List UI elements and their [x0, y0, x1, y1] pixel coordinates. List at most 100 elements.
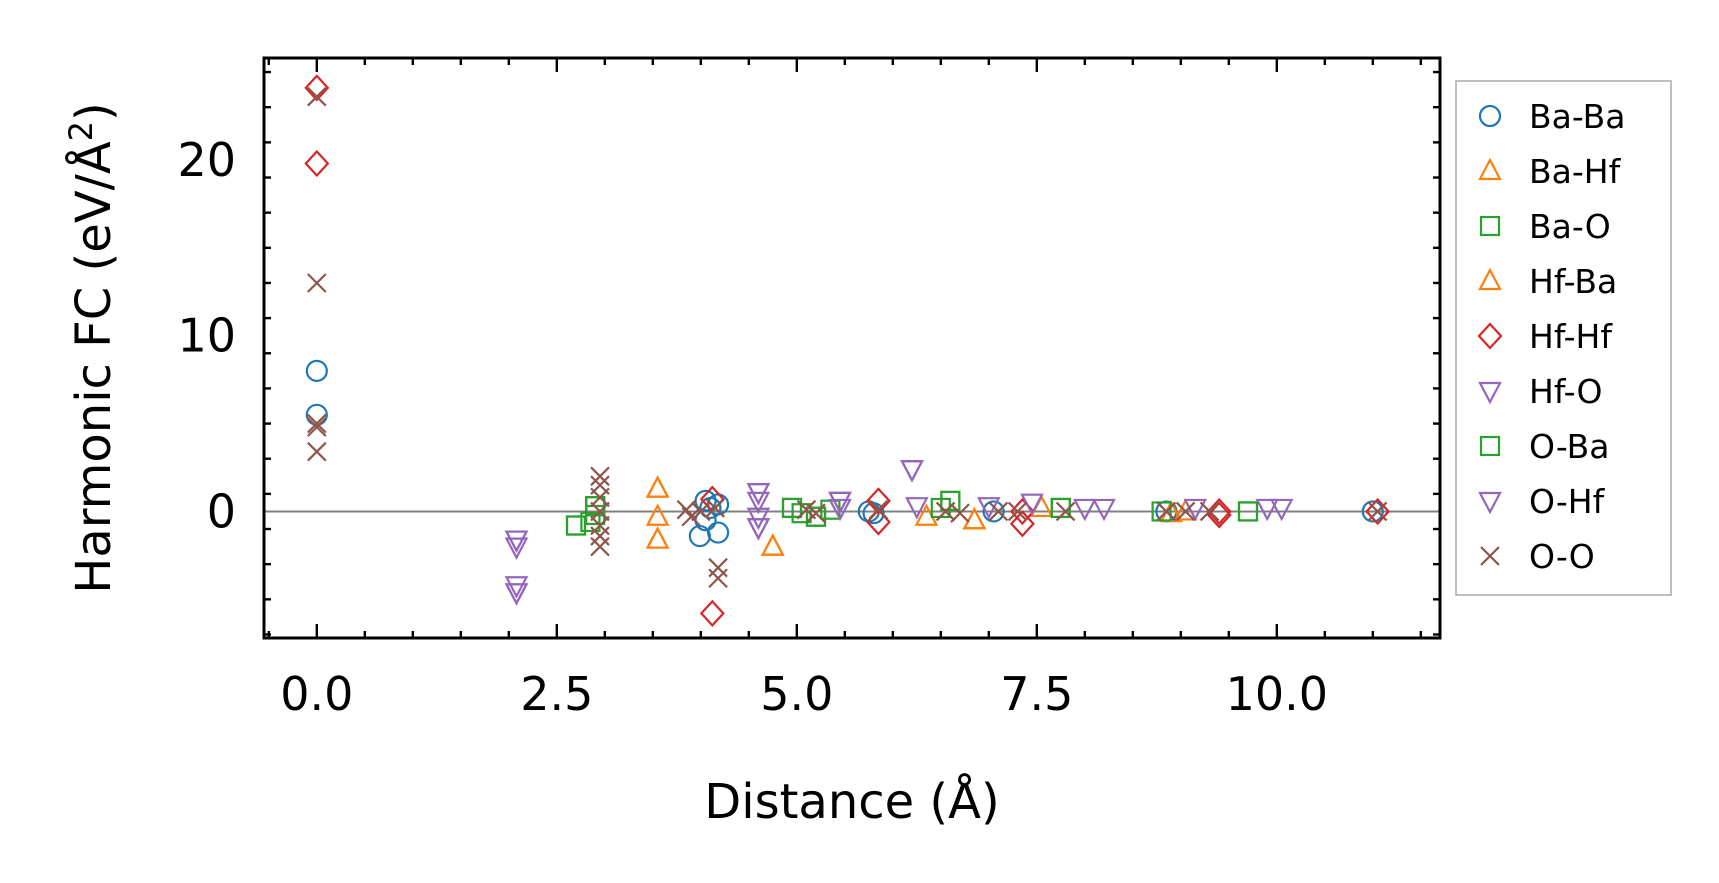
series-ba-hf [645, 475, 1198, 556]
legend-label: O-Hf [1529, 482, 1606, 521]
data-point [1092, 498, 1116, 522]
legend-marker [1478, 104, 1502, 128]
y-tick-label: 20 [177, 133, 236, 187]
data-point [1072, 498, 1097, 522]
data-point [1199, 501, 1220, 522]
data-point [1009, 510, 1035, 538]
legend-label: Ba-O [1529, 207, 1611, 246]
data-point [982, 500, 1005, 523]
data-point [950, 503, 970, 523]
data-point [1156, 501, 1177, 522]
data-point [806, 503, 826, 523]
data-point [1151, 501, 1172, 522]
data-point [590, 466, 610, 487]
data-point [828, 491, 852, 515]
data-point [307, 413, 327, 434]
data-point [504, 530, 529, 553]
data-point [645, 526, 670, 549]
x-tick-label: 7.5 [1000, 667, 1073, 721]
data-point [1007, 501, 1028, 522]
legend-item: Hf-Ba [1478, 262, 1617, 301]
y-axis-title: Harmonic FC (eV/Å2) [62, 102, 122, 594]
data-point [304, 149, 330, 178]
data-point [305, 403, 328, 426]
legend-label: Ba-Ba [1529, 97, 1625, 136]
data-point [504, 530, 529, 553]
y-tick-label: 0 [207, 484, 236, 538]
data-point [1020, 493, 1044, 517]
data-point [705, 498, 725, 518]
data-point [1269, 498, 1294, 522]
data-point [904, 497, 929, 520]
data-point [645, 526, 670, 549]
data-point [504, 583, 529, 606]
data-point [781, 497, 803, 519]
legend-marker [1478, 267, 1502, 291]
legend-label: O-Ba [1529, 427, 1610, 466]
x-tick-label: 0.0 [280, 667, 353, 721]
data-point [1206, 497, 1232, 526]
legend-label: Hf-Ba [1529, 262, 1617, 301]
legend-item: Hf-Hf [1477, 317, 1613, 356]
data-point [868, 499, 889, 520]
data-point [900, 460, 924, 483]
data-point [504, 576, 529, 599]
data-point [681, 506, 701, 527]
x-axis-title: Distance (Å) [704, 773, 999, 830]
legend-marker [1478, 491, 1502, 515]
data-point [805, 506, 827, 527]
data-point [1175, 501, 1196, 522]
data-point [645, 475, 670, 498]
legend: Ba-Ba Ba-Hf Ba-O Hf-Ba Hf-Hf Hf-O O-Ba O-Hf O-O [1455, 80, 1672, 596]
series-hf-ba [645, 475, 987, 556]
axis-ticks [264, 58, 1440, 638]
data-point [580, 511, 601, 533]
legend-marker [1477, 322, 1503, 350]
data-point [504, 583, 529, 606]
data-point [1183, 498, 1208, 522]
plot-frame [262, 56, 1442, 640]
legend-item: Ba-O [1479, 207, 1611, 246]
series-hf-hf [304, 74, 1391, 628]
legend-marker [1479, 215, 1501, 237]
data-point [307, 441, 327, 462]
data-point [746, 518, 771, 541]
data-point [504, 537, 529, 560]
legend-item: Ba-Hf [1478, 152, 1622, 191]
x-tick-label: 5.0 [760, 667, 833, 721]
data-point [305, 359, 328, 382]
data-point [590, 536, 610, 557]
data-point [962, 506, 987, 530]
data-point [914, 503, 939, 526]
legend-label: O-O [1529, 537, 1595, 576]
data-point [645, 503, 670, 526]
legend-item: O-Hf [1478, 482, 1606, 521]
legend-marker [1478, 157, 1502, 181]
data-point [865, 487, 891, 515]
data-point [708, 557, 728, 578]
data-point [1367, 501, 1388, 522]
legend-label: Ba-Hf [1529, 152, 1622, 191]
data-point [940, 490, 961, 512]
data-point [900, 460, 924, 483]
data-point [760, 533, 785, 556]
legend-item: O-Ba [1479, 427, 1610, 466]
legend-item: Ba-Ba [1478, 97, 1625, 136]
data-point [708, 568, 728, 589]
data-point [1237, 501, 1259, 522]
data-point [1365, 497, 1391, 526]
data-point [1255, 498, 1280, 522]
legend-item: Hf-O [1478, 372, 1602, 411]
legend-marker [1478, 381, 1502, 405]
data-point [699, 599, 725, 628]
series-o-o [307, 86, 1388, 589]
data-point [746, 491, 771, 515]
data-point [590, 501, 610, 522]
data-points [304, 74, 1391, 628]
legend-item: O-O [1480, 537, 1595, 576]
data-point [706, 521, 730, 544]
data-point [590, 487, 610, 508]
data-point [1361, 500, 1384, 523]
y-tick-labels: 0 10 20 [177, 133, 236, 539]
